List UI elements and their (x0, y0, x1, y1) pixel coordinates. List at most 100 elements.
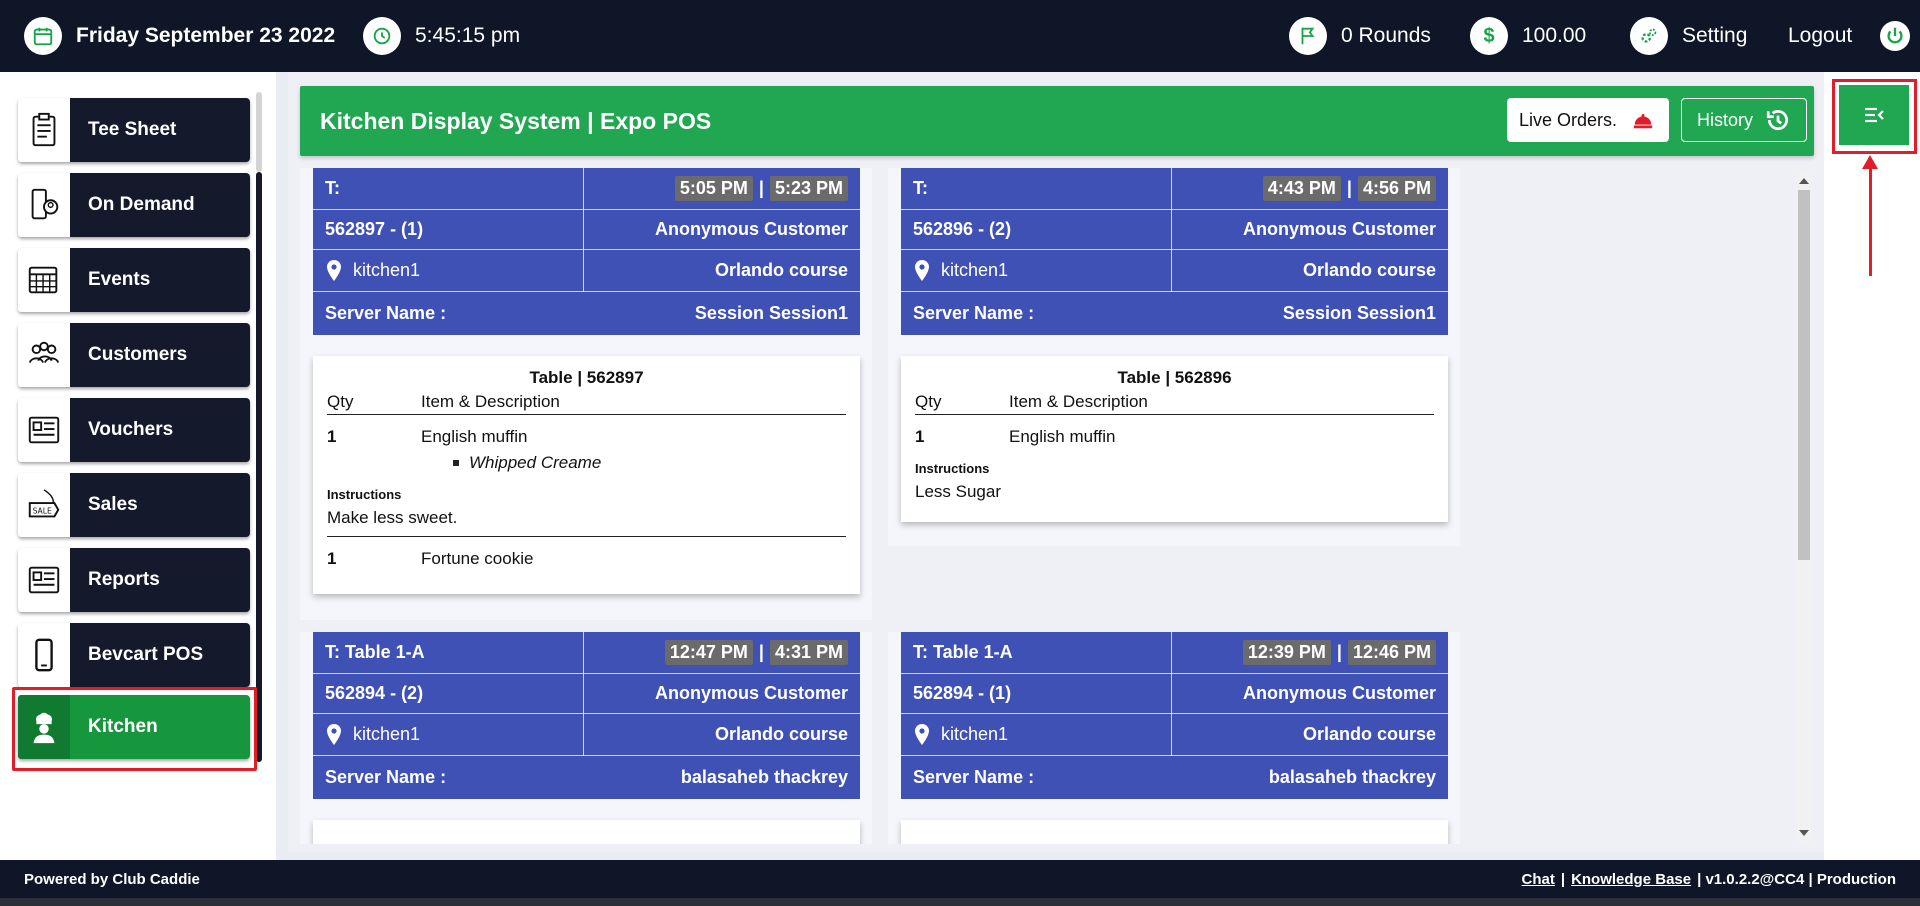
annotation-arrow (1869, 160, 1872, 276)
instructions-text: Less Sugar (915, 482, 1001, 501)
sidebar-item-label: Reports (88, 569, 160, 590)
rounds-display[interactable]: 0 Rounds (1289, 0, 1431, 72)
time-start: 12:39 PM (1242, 640, 1331, 665)
scroll-thumb[interactable] (1798, 190, 1810, 560)
order-row-location: kitchen1 Orlando course (901, 250, 1448, 292)
order-row-id: 562897 - (1) Anonymous Customer (313, 210, 860, 250)
powered-by: Powered by Club Caddie (24, 870, 200, 888)
footer: Powered by Club Caddie Chat | Knowledge … (0, 860, 1920, 898)
order-row-server: Server Name : Session Session1 (901, 292, 1448, 335)
order-row-location: kitchen1 Orlando course (901, 714, 1448, 756)
kitchen-location: kitchen1 (325, 723, 420, 747)
footer-separator: | (1560, 870, 1566, 888)
knowledge-base-link[interactable]: Knowledge Base (1571, 870, 1692, 888)
top-bar: Friday September 23 2022 5:45:15 pm 0 Ro… (0, 0, 1920, 72)
ticket-columns: Qty Item & Description (915, 392, 1434, 415)
logout-button[interactable]: Logout (1788, 0, 1911, 72)
sidebar-item-vouchers[interactable]: Vouchers (18, 398, 250, 462)
sidebar: Tee Sheet On Demand Events Customers Vou… (0, 72, 276, 906)
line-item: English muffin (1009, 427, 1116, 446)
order-header: T: Table 1-A 12:47 PM | 4:31 PM 562894 -… (313, 632, 860, 799)
location-pin-icon (327, 259, 341, 281)
sidebar-item-events[interactable]: Events (18, 248, 250, 312)
ticket-line: 1 English muffin (915, 427, 1434, 447)
course-name: Orlando course (1302, 260, 1436, 280)
date-text: Friday September 23 2022 (76, 24, 336, 47)
sidebar-item-label: Customers (88, 344, 188, 365)
ticket-title: Table | 562896 (1117, 368, 1232, 387)
balance-text: 100.00 (1522, 24, 1587, 47)
time-end: 4:56 PM (1357, 176, 1436, 201)
date-display: Friday September 23 2022 (24, 0, 335, 72)
history-label: History (1696, 109, 1753, 130)
chat-link[interactable]: Chat (1521, 870, 1555, 888)
ticket-title: Table | 562897 (529, 368, 644, 387)
time-separator: | (1336, 642, 1342, 662)
order-id: 562897 - (1) (325, 219, 424, 239)
ticket-line: 1 English muffin (327, 427, 846, 447)
order-card[interactable]: T: 5:05 PM | 5:23 PM 562897 - (1) Anonym… (300, 168, 872, 620)
item-modifier: Whipped Creame (453, 453, 846, 473)
instructions-text: Make less sweet. (327, 508, 846, 537)
kitchen-location: kitchen1 (913, 723, 1008, 747)
ticket-columns: Qty Item & Description (327, 392, 846, 415)
order-header: T: 5:05 PM | 5:23 PM 562897 - (1) Anonym… (313, 168, 860, 335)
col-qty: Qty (327, 392, 354, 411)
sidebar-item-reports[interactable]: Reports (18, 548, 250, 612)
location-pin-icon (915, 723, 929, 745)
time-text: 5:45:15 pm (415, 24, 521, 47)
order-times: 5:05 PM | 5:23 PM (674, 176, 848, 201)
time-start: 5:05 PM (674, 176, 753, 201)
order-row-server: Server Name : Session Session1 (313, 292, 860, 335)
order-card[interactable]: T: Table 1-A 12:47 PM | 4:31 PM 562894 -… (300, 632, 872, 844)
order-card[interactable]: T: Table 1-A 12:39 PM | 12:46 PM 562894 … (888, 632, 1460, 844)
clipboard-icon (18, 98, 70, 162)
calendar-icon (18, 248, 70, 312)
sidebar-item-on-demand[interactable]: On Demand (18, 173, 250, 237)
sidebar-item-sales[interactable]: SALE Sales (18, 473, 250, 537)
sidebar-item-kitchen[interactable]: Kitchen (18, 695, 250, 759)
time-display: 5:45:15 pm (363, 0, 520, 72)
order-row-location: kitchen1 Orlando course (313, 714, 860, 756)
order-ticket (901, 820, 1448, 844)
kitchen-name: kitchen1 (353, 260, 421, 280)
sidebar-item-bevcart-pos[interactable]: Bevcart POS (18, 623, 250, 687)
sidebar-scrollbar[interactable] (256, 172, 262, 762)
scroll-down-icon[interactable] (1799, 830, 1809, 836)
customer-name: Anonymous Customer (1242, 219, 1436, 239)
location-pin-icon (327, 723, 341, 745)
orders-scrollbar[interactable] (1796, 172, 1812, 842)
kitchen-name: kitchen1 (941, 724, 1009, 744)
kitchen-name: kitchen1 (353, 724, 421, 744)
orders-list: T: 5:05 PM | 5:23 PM 562897 - (1) Anonym… (300, 168, 1798, 844)
order-card[interactable]: T: 4:43 PM | 4:56 PM 562896 - (2) Anonym… (888, 168, 1460, 546)
header-divider (583, 168, 584, 292)
course-name: Orlando course (1302, 724, 1436, 744)
live-orders-button[interactable]: Live Orders. (1507, 98, 1669, 142)
history-button[interactable]: History (1681, 98, 1807, 142)
sidebar-item-label: Events (88, 269, 151, 290)
line-item: English muffin (421, 427, 528, 446)
time-start: 12:47 PM (664, 640, 753, 665)
sidebar-item-label: Sales (88, 494, 138, 515)
order-times: 12:39 PM | 12:46 PM (1242, 640, 1436, 665)
sidebar-item-customers[interactable]: Customers (18, 323, 250, 387)
sale-tag-icon: SALE (18, 473, 70, 537)
sidebar-item-label: On Demand (88, 194, 195, 215)
scroll-up-icon[interactable] (1799, 178, 1809, 184)
order-header: T: 4:43 PM | 4:56 PM 562896 - (2) Anonym… (901, 168, 1448, 335)
live-orders-label: Live Orders. (1518, 109, 1618, 130)
sidebar-item-label: Bevcart POS (88, 644, 204, 665)
sidebar-item-tee-sheet[interactable]: Tee Sheet (18, 98, 250, 162)
setting-button[interactable]: Setting (1630, 0, 1747, 72)
kitchen-name: kitchen1 (941, 260, 1009, 280)
order-row-server: Server Name : balasaheb thackrey (313, 756, 860, 799)
order-ticket: Table | 562896 Qty Item & Description 1 … (901, 356, 1448, 522)
side-menu-toggle-button[interactable] (1839, 85, 1909, 145)
col-qty: Qty (915, 392, 942, 411)
order-header: T: Table 1-A 12:39 PM | 12:46 PM 562894 … (901, 632, 1448, 799)
line-qty: 1 (327, 427, 337, 446)
bell-icon (1633, 113, 1653, 129)
bottom-strip (0, 898, 1920, 906)
balance-display[interactable]: $ 100.00 (1470, 0, 1586, 72)
